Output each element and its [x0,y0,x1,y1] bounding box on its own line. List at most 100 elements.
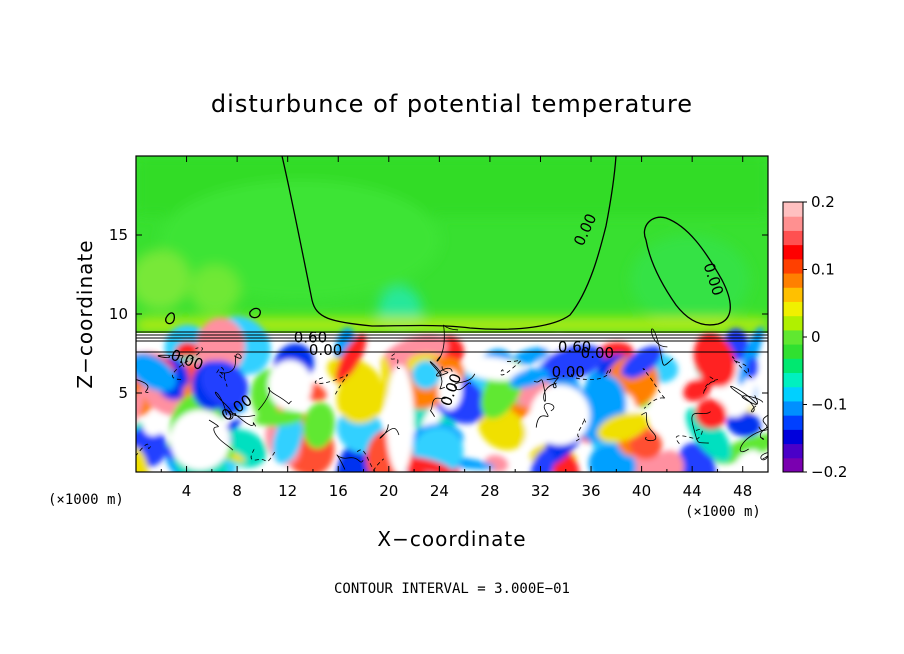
field-contour-line [390,351,400,370]
x-tick-label-40: 40 [632,482,651,500]
colorbar-tick-label: −0.1 [811,396,847,414]
field-contour-line [220,353,242,374]
x-tick-label-32: 32 [531,482,550,500]
field-blob [683,378,712,402]
field-contour-line [214,391,234,420]
x-axis: 4 8 12 16 20 24 28 32 36 40 44 48 [160,156,752,500]
field-contour-line [575,417,587,442]
colorbar-swatch [783,244,803,260]
contour-label-3: 0.60 [294,328,327,346]
colorbar-swatch [783,202,803,217]
colorbar-swatch [783,400,803,416]
field-blob [200,360,249,407]
field-blob [588,444,637,472]
field-contour-line [172,347,203,380]
colorbar-swatch [783,230,803,246]
colorbar-swatch [783,358,803,374]
x-tick-label-4: 4 [182,482,192,500]
field-contour-line [429,361,445,390]
field-blob [677,442,716,472]
x-tick-label-48: 48 [733,482,752,500]
y-tick-label-5: 5 [118,384,128,402]
field-contour-line [642,368,667,409]
y-axis-title: Z−coordinate [73,239,97,388]
colorbar-swatch [783,372,803,388]
x-unit-label-right: (×1000 m) [685,504,761,520]
field-contour-line [216,367,228,387]
field-blob [303,402,336,449]
field-blob [746,356,758,380]
field-blob [695,399,727,430]
field-contour-line [691,411,711,444]
contour-label-9: 0.00 [309,341,342,359]
contour-interval-note: CONTOUR INTERVAL = 3.000E−01 [334,581,570,597]
field-blob [462,356,526,381]
field-contour-line [741,395,764,405]
x-tick-label-16: 16 [329,482,348,500]
chart-title: disturbunce of potential temperature [211,90,693,118]
zero-contours [165,156,731,330]
field-blob [272,413,303,464]
colorbar-ticks: 0.2 0.1 0 −0.1 −0.2 [803,193,847,481]
field-blob [142,412,165,436]
colorbar [783,202,803,473]
field-contour-line [379,424,400,439]
colorbar-swatch [783,443,803,459]
x-tick-label-20: 20 [379,482,398,500]
colorbar-swatch [783,457,803,473]
field-contour-line [703,376,721,394]
field-blob [268,360,312,410]
field-contour-line [758,426,768,431]
field-blob [438,370,462,410]
field-blob [726,411,761,437]
field-blob [530,385,590,445]
colorbar-swatch [783,258,803,274]
field-contour-line [336,454,364,470]
colorbar-swatch [783,301,803,317]
field-contour-line [739,414,768,452]
field-blob [335,334,367,383]
field-contour-line [430,397,447,417]
field-blob [136,447,150,472]
x-axis-title: X−coordinate [377,527,526,551]
field-contour-line [500,359,521,376]
y-axis: 5 10 15 [109,226,768,402]
field-blob [411,360,441,390]
y-tick-label-10: 10 [109,305,128,323]
colorbar-swatch [783,216,803,231]
colorbar-swatch [783,415,803,430]
contour-label-5: 0.00 [581,344,614,362]
field-blob [170,410,230,470]
x-tick-label-8: 8 [232,482,242,500]
x-tick-label-36: 36 [581,482,600,500]
colorbar-tick-label: 0.1 [811,261,835,279]
field-contour-line [759,426,768,440]
field-contour-line [250,448,277,462]
field-blob [735,449,761,472]
field-blob [693,333,736,388]
field-contour-line [454,373,476,390]
field-blob [336,371,387,424]
field-blob [386,365,414,472]
turbulent-field [136,316,768,472]
colorbar-swatch [783,287,803,302]
colorbar-swatch [783,329,803,345]
field-contours [136,324,768,472]
field-contour-line [157,354,185,368]
x-tick-label-28: 28 [480,482,499,500]
field-contour-line [314,374,348,397]
field-contour-line [436,324,459,362]
field-contour-line [227,410,257,427]
field-contour-line [533,379,557,402]
colorbar-swatch [783,315,803,331]
field-contour-line [535,403,555,428]
inversion-layer [136,331,768,353]
x-tick-label-44: 44 [683,482,702,500]
field-blob [541,344,605,380]
field-blob [629,430,663,460]
colorbar-tick-label: 0 [811,328,821,346]
contour-label-4: 0.60 [558,338,591,356]
field-blob [531,448,555,472]
field-contour-line [436,366,453,377]
